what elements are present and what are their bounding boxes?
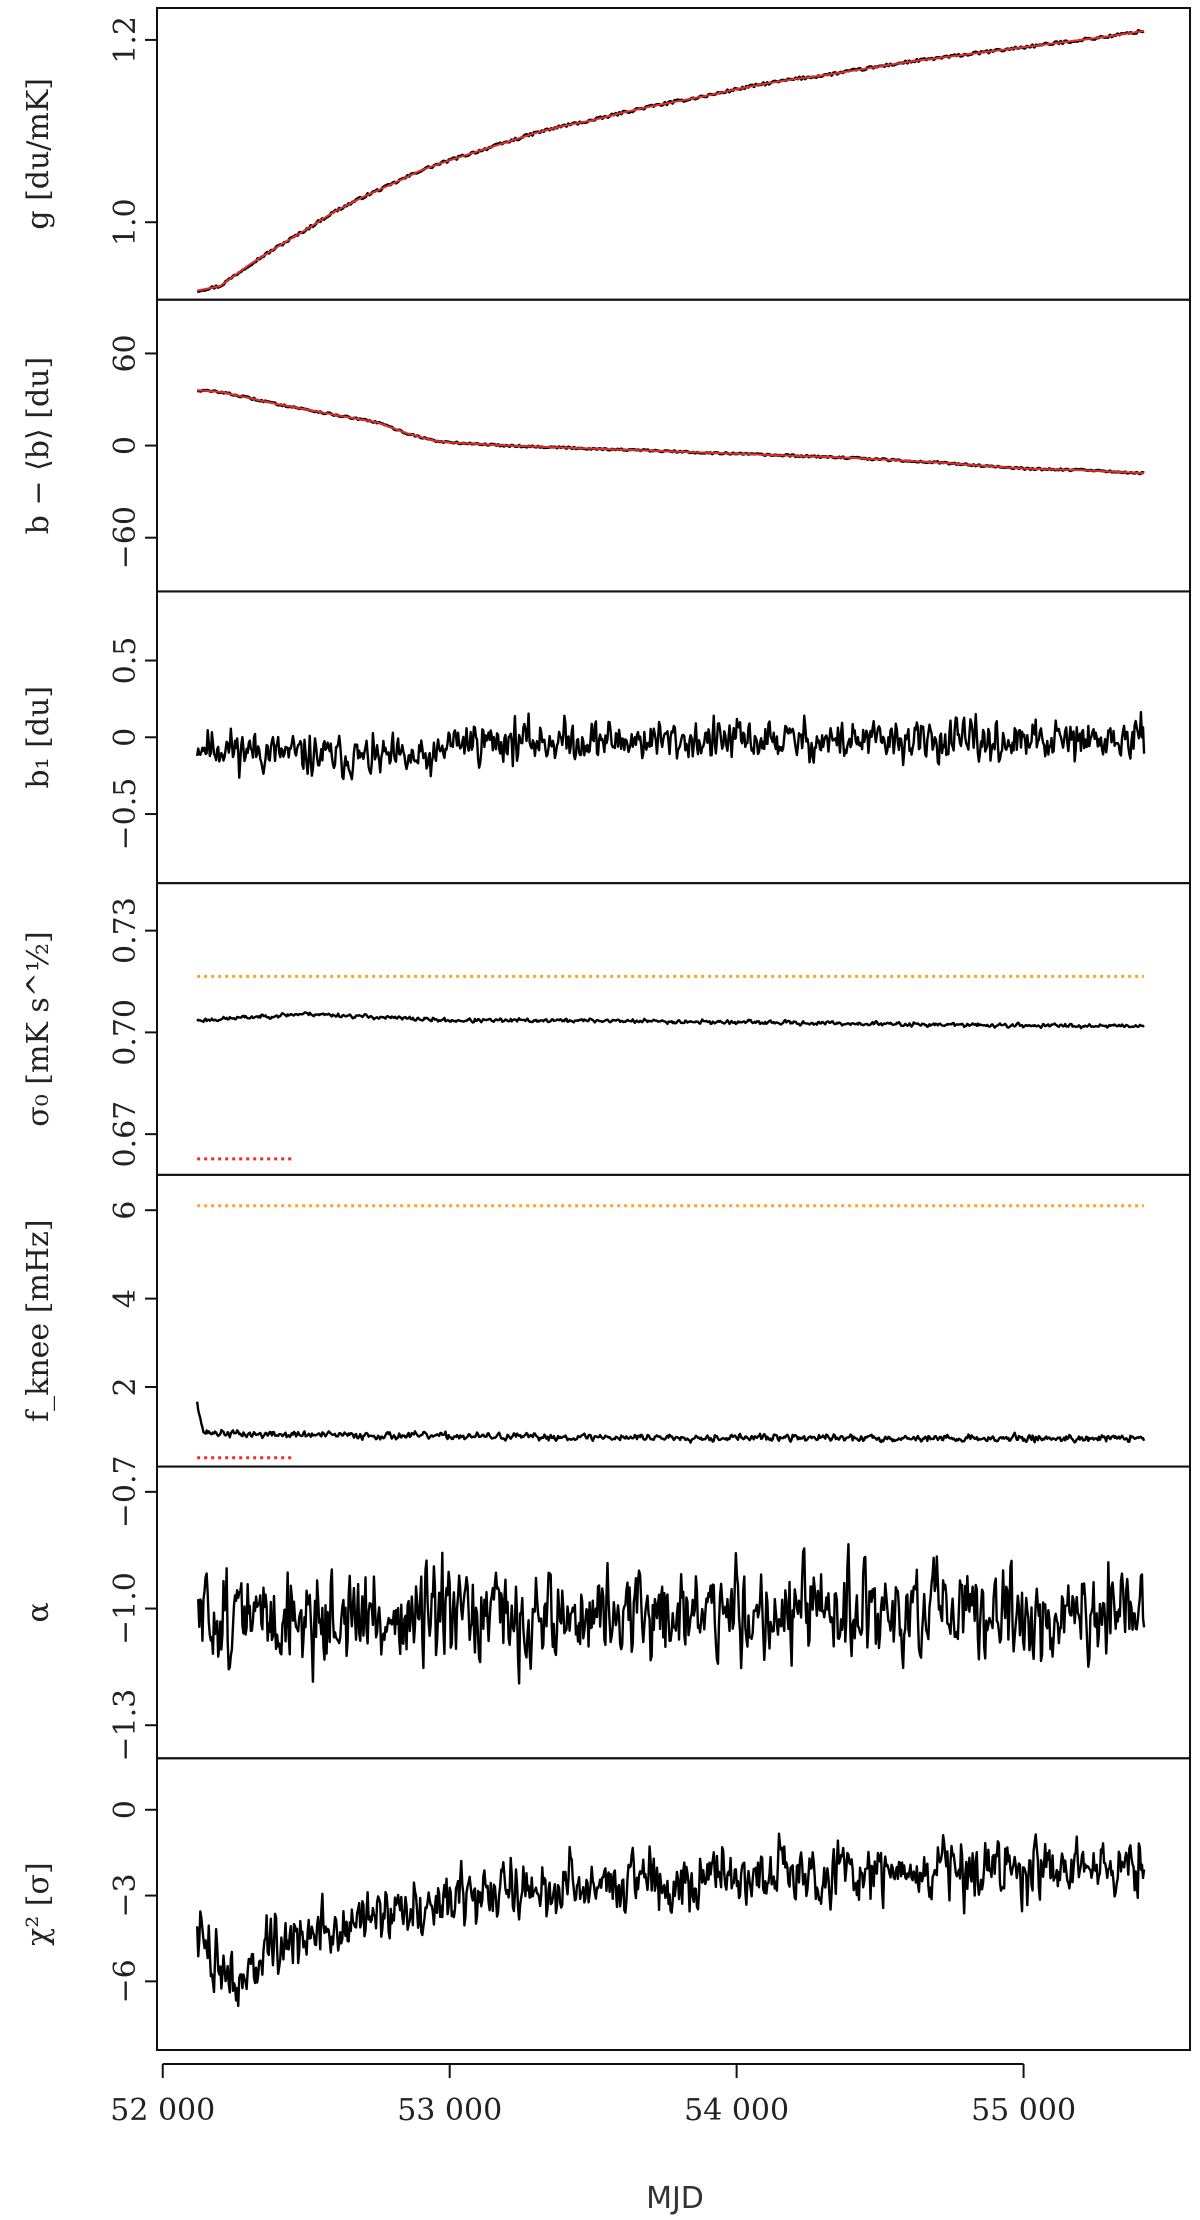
panel-6-ytick-label: −1.0 <box>108 1572 143 1645</box>
panel-2-ytick-label: 0 <box>108 436 143 455</box>
panel-3-ytick-label: 0.5 <box>108 637 143 685</box>
panel-5-ytick-label: 4 <box>108 1289 143 1308</box>
panel-1-ylabel: g [du/mK] <box>21 78 56 230</box>
panel-5-ytick-label: 6 <box>108 1201 143 1220</box>
panel-1-ytick-label: 1.2 <box>108 16 143 64</box>
x-tick-label: 55 000 <box>971 2093 1076 2128</box>
panel-4: 0.67 0.70 0.73 σ₀ [mK s^½] <box>21 882 1191 1176</box>
panel-2-series-2-line <box>197 389 1145 475</box>
panel-2-ylabel: b − ⟨b⟩ [du] <box>21 357 56 534</box>
panel-5-series-1-line <box>195 1401 1146 1444</box>
panel-3-ytick-label: 0 <box>108 728 143 747</box>
panel-7-series-1-line <box>195 1832 1146 2008</box>
panel-5-ylabel: f_knee [mHz] <box>21 1219 56 1421</box>
panel-7-ytick-label: −6 <box>108 1959 143 2003</box>
panel-7-ylabel: χ² [σ] <box>21 1862 56 1946</box>
panel-2-frame <box>156 298 1191 593</box>
panel-1-series-1-line <box>197 28 1145 293</box>
x-axis-label: MJD <box>646 2181 704 2216</box>
panel-6: −1.3 −1.0 −0.7 α <box>21 1455 1191 1762</box>
panel-6-ylabel: α <box>21 1602 56 1622</box>
x-tick-label: 52 000 <box>110 2093 215 2128</box>
panel-5-frame <box>156 1173 1191 1468</box>
panel-4-series-1-line <box>196 1011 1145 1030</box>
panel-6-ytick-label: −1.3 <box>108 1689 143 1762</box>
panel-3-ylabel: b₁ [du] <box>21 686 56 789</box>
panel-6-ytick-label: −0.7 <box>108 1455 143 1528</box>
panel-7-frame <box>156 1757 1191 2052</box>
panel-2: −60 0 60 b − ⟨b⟩ [du] <box>21 298 1191 593</box>
panel-1-frame <box>156 7 1191 301</box>
panel-5: 2 4 6 f_knee [mHz] <box>21 1173 1191 1468</box>
x-axis: 52 000 53 000 54 000 55 000 <box>110 2063 1076 2128</box>
panel-3-ytick-label: −0.5 <box>108 778 143 851</box>
panel-6-series-1-line <box>197 1543 1146 1685</box>
panel-3-frame <box>156 590 1191 885</box>
panel-4-ylabel: σ₀ [mK s^½] <box>21 931 56 1126</box>
panel-7-ytick-label: 0 <box>108 1800 143 1819</box>
panel-2-ytick-label: −60 <box>108 506 143 569</box>
panel-2-ytick-label: 60 <box>108 334 143 372</box>
panel-3: −0.5 0 0.5 b₁ [du] <box>21 590 1191 885</box>
panel-4-ytick-label: 0.70 <box>108 999 143 1066</box>
panel-4-ytick-label: 0.67 <box>108 1101 143 1168</box>
panel-3-series-1-line <box>195 710 1146 781</box>
panel-7: −6 −3 0 χ² [σ] <box>21 1757 1191 2052</box>
panel-5-ytick-label: 2 <box>108 1377 143 1396</box>
panel-1-series-2-line <box>196 29 1145 292</box>
panel-4-frame <box>156 882 1191 1176</box>
panel-2-series-1-line <box>197 388 1145 476</box>
x-tick-label: 53 000 <box>397 2093 502 2128</box>
x-tick-label: 54 000 <box>684 2093 789 2128</box>
panel-7-ytick-label: −3 <box>108 1873 143 1917</box>
panel-1: 1.0 1.2 g [du/mK] <box>21 7 1191 301</box>
panel-4-ytick-label: 0.73 <box>108 897 143 964</box>
panel-1-ytick-label: 1.0 <box>108 198 143 246</box>
